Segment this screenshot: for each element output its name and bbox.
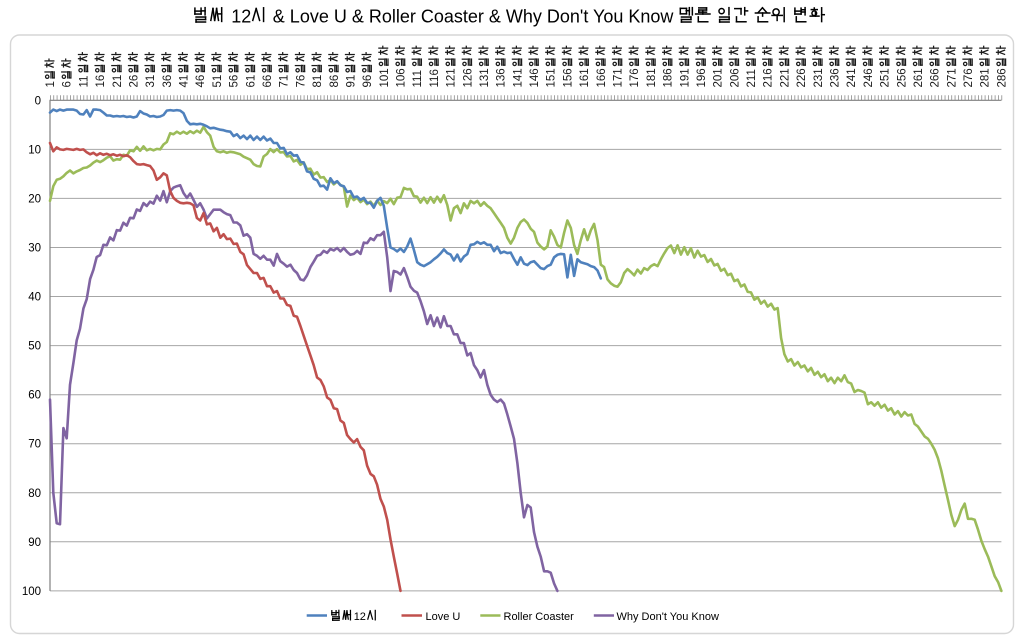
- svg-text:181: 181: [646, 68, 658, 87]
- svg-text:76: 76: [295, 75, 307, 88]
- svg-text:121: 121: [446, 68, 458, 87]
- svg-text:Roller Coaster: Roller Coaster: [504, 611, 575, 623]
- svg-text:196: 196: [696, 68, 708, 87]
- svg-text:21: 21: [112, 75, 124, 88]
- svg-text:96: 96: [362, 75, 374, 88]
- svg-text:186: 186: [663, 68, 675, 87]
- svg-text:216: 216: [763, 68, 775, 87]
- svg-text:146: 146: [529, 68, 541, 87]
- svg-text:271: 271: [946, 68, 958, 87]
- svg-text:111: 111: [412, 70, 424, 87]
- svg-text:16: 16: [95, 75, 107, 88]
- svg-text:201: 201: [713, 68, 725, 87]
- svg-text:36: 36: [162, 75, 174, 88]
- svg-text:191: 191: [679, 68, 691, 87]
- svg-text:Love U: Love U: [426, 611, 461, 623]
- svg-text:6: 6: [62, 81, 74, 87]
- svg-text:31: 31: [145, 75, 157, 88]
- svg-text:101: 101: [379, 68, 391, 87]
- svg-text:80: 80: [28, 488, 41, 500]
- svg-text:91: 91: [345, 75, 357, 88]
- svg-text:161: 161: [579, 68, 591, 87]
- svg-text:12: 12: [354, 611, 366, 623]
- svg-text:281: 281: [980, 68, 992, 87]
- svg-text:46: 46: [195, 75, 207, 88]
- svg-text:226: 226: [796, 68, 808, 87]
- svg-text:276: 276: [963, 68, 975, 87]
- svg-text:221: 221: [779, 68, 791, 87]
- svg-text:86: 86: [329, 75, 341, 88]
- svg-text:56: 56: [229, 75, 241, 88]
- svg-text:266: 266: [930, 68, 942, 87]
- svg-text:156: 156: [562, 68, 574, 87]
- svg-text:141: 141: [512, 68, 524, 87]
- svg-text:256: 256: [896, 68, 908, 87]
- svg-text:246: 246: [863, 68, 875, 87]
- svg-text:231: 231: [813, 68, 825, 87]
- svg-text:90: 90: [28, 537, 41, 549]
- svg-text:1: 1: [45, 81, 57, 87]
- svg-text:206: 206: [729, 68, 741, 87]
- svg-text:116: 116: [429, 69, 441, 87]
- svg-text:131: 131: [479, 68, 491, 87]
- svg-text:166: 166: [596, 68, 608, 87]
- svg-text:51: 51: [212, 75, 224, 88]
- svg-text:10: 10: [28, 144, 41, 156]
- svg-text:106: 106: [396, 68, 408, 87]
- svg-text:126: 126: [462, 68, 474, 87]
- svg-text:50: 50: [28, 341, 41, 353]
- svg-text:70: 70: [28, 439, 41, 451]
- svg-text:241: 241: [846, 68, 858, 87]
- svg-text:40: 40: [28, 292, 41, 304]
- svg-text:81: 81: [312, 75, 324, 88]
- svg-text:151: 151: [546, 68, 558, 87]
- svg-text:11: 11: [78, 76, 90, 88]
- svg-text:60: 60: [28, 390, 41, 402]
- svg-text:61: 61: [245, 75, 257, 88]
- svg-text:0: 0: [35, 95, 41, 107]
- svg-text:30: 30: [28, 243, 41, 255]
- svg-text:100: 100: [22, 586, 41, 598]
- svg-text:286: 286: [996, 68, 1008, 87]
- svg-text:236: 236: [830, 68, 842, 87]
- svg-text:66: 66: [262, 75, 274, 88]
- svg-text:136: 136: [496, 68, 508, 87]
- svg-text:71: 71: [279, 75, 291, 88]
- svg-text:171: 171: [613, 68, 625, 87]
- svg-text:12: 12: [231, 7, 251, 27]
- svg-text:251: 251: [880, 68, 892, 87]
- svg-text:20: 20: [28, 193, 41, 205]
- svg-text:26: 26: [129, 75, 141, 88]
- svg-text:261: 261: [913, 68, 925, 87]
- svg-text:41: 41: [179, 75, 191, 88]
- svg-text:& Love U & Roller Coaster & Wh: & Love U & Roller Coaster & Why Don't Yo…: [273, 7, 675, 27]
- svg-text:Why Don't You Know: Why Don't You Know: [617, 611, 719, 623]
- svg-text:211: 211: [746, 69, 758, 87]
- svg-text:176: 176: [629, 68, 641, 87]
